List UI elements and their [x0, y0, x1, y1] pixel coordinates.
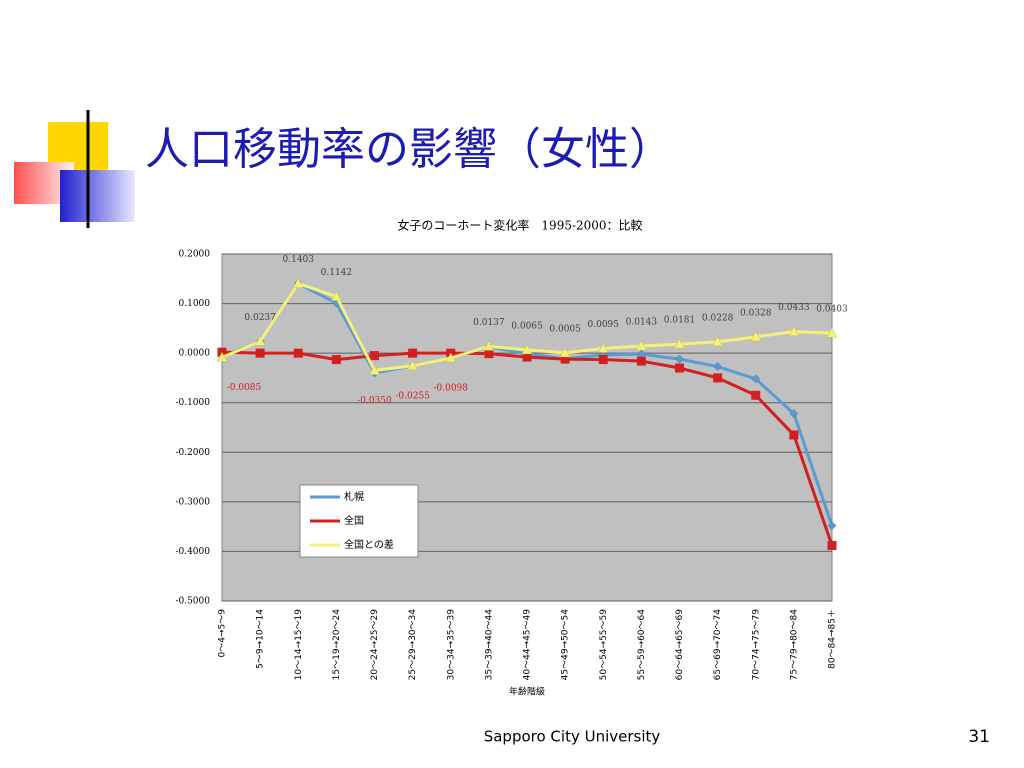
marker — [713, 373, 723, 383]
deco — [60, 170, 135, 222]
data-label: 0.0433 — [778, 303, 810, 313]
marker — [560, 354, 570, 364]
marker — [598, 355, 608, 365]
data-label: 0.0143 — [626, 318, 658, 328]
y-tick-label: -0.4000 — [175, 547, 210, 557]
marker — [751, 390, 761, 400]
marker — [559, 347, 571, 358]
footer: Sapporo City University — [484, 728, 661, 746]
x-tick-label: 50～54→55～59 — [599, 609, 609, 681]
x-tick-label: 40～44→45～49 — [523, 609, 533, 681]
data-label: 0.0181 — [664, 316, 696, 326]
marker — [789, 430, 799, 440]
x-tick-label: 30～34→35～39 — [446, 609, 456, 681]
x-tick-label: 35～39→40～44 — [484, 609, 494, 681]
data-label: -0.0098 — [433, 384, 468, 394]
marker — [522, 352, 532, 362]
marker — [789, 409, 799, 418]
marker — [788, 326, 800, 336]
data-label: 0.0065 — [511, 321, 543, 331]
x-tick-label: 15～19→20～24 — [332, 609, 342, 681]
marker — [636, 356, 646, 366]
page-number: 31 — [968, 727, 990, 747]
x-tick-label: 0～4→5～9 — [218, 609, 228, 658]
y-tick-label: -0.5000 — [175, 597, 210, 607]
marker — [750, 331, 762, 342]
data-label: -0.0085 — [227, 383, 262, 393]
data-label: -0.0350 — [357, 396, 392, 406]
data-label: 0.0228 — [702, 313, 734, 323]
marker — [330, 291, 342, 301]
marker — [254, 335, 266, 346]
data-label: 0.0095 — [588, 320, 620, 330]
marker — [331, 355, 341, 365]
data-label: 0.0005 — [549, 324, 581, 334]
marker — [712, 336, 724, 347]
marker — [370, 351, 379, 361]
x-tick-label: 5～9→10～14 — [256, 609, 266, 669]
marker — [597, 342, 609, 353]
x-tick-label: 80～84→85＋ — [827, 609, 838, 669]
slide-title: 人口移動率の影響（女性） — [145, 124, 673, 175]
marker — [751, 374, 761, 384]
chart-title: 女子のコーホート変化率 1995-2000：比較 — [397, 218, 642, 233]
marker — [369, 364, 380, 375]
marker — [483, 340, 495, 351]
x-axis-label: 年齢階級 — [509, 686, 545, 698]
x-tick-label: 45～49→50～54 — [561, 609, 571, 681]
data-label: 0.0328 — [740, 308, 772, 318]
y-tick-label: -0.1000 — [175, 398, 210, 408]
data-label: 0.0403 — [816, 305, 848, 315]
legend-label: 全国 — [344, 514, 364, 527]
marker — [407, 360, 419, 371]
marker — [445, 352, 457, 363]
x-tick-label: 55～59→60～64 — [637, 609, 647, 681]
x-tick-label: 20～24→25～29 — [370, 609, 380, 681]
y-tick-label: 0.1000 — [179, 299, 211, 309]
chart: 女子のコーホート変化率 1995-2000：比較 0.2000 0.1000 0.00… — [175, 218, 848, 698]
marker — [292, 278, 304, 288]
y-tick-label: -0.2000 — [175, 448, 210, 458]
marker — [255, 348, 265, 358]
marker — [675, 363, 684, 373]
marker — [216, 351, 228, 362]
legend-label: 札幌 — [344, 490, 364, 503]
x-tick-label: 60～64→65～69 — [675, 609, 685, 681]
y-tick-label: 0.2000 — [179, 250, 211, 260]
marker — [484, 349, 494, 359]
marker — [827, 540, 837, 550]
data-label: 0.1403 — [283, 255, 315, 265]
x-tick-label: 75～79→80～84 — [789, 609, 799, 681]
x-tick-label: 65～69→70～74 — [713, 609, 723, 681]
marker — [635, 340, 647, 351]
marker — [674, 338, 685, 349]
marker — [826, 327, 838, 338]
x-tick-label: 25～29→30～34 — [408, 609, 418, 681]
legend-label: 全国との差 — [344, 538, 394, 551]
x-tick-label: 70～74→75～79 — [751, 609, 761, 681]
x-tick-label: 10～14→15～19 — [294, 609, 304, 681]
marker — [827, 521, 837, 531]
marker — [521, 344, 533, 355]
data-label: 0.0237 — [244, 313, 276, 323]
y-tick-label: 0.0000 — [179, 349, 211, 359]
marker — [713, 362, 722, 371]
marker — [293, 348, 303, 358]
data-label: -0.0255 — [395, 391, 430, 401]
y-tick-label: -0.3000 — [175, 497, 210, 507]
data-label: 0.0137 — [473, 318, 505, 328]
data-label: 0.1142 — [321, 268, 353, 278]
marker — [408, 348, 418, 358]
marker — [675, 354, 684, 364]
